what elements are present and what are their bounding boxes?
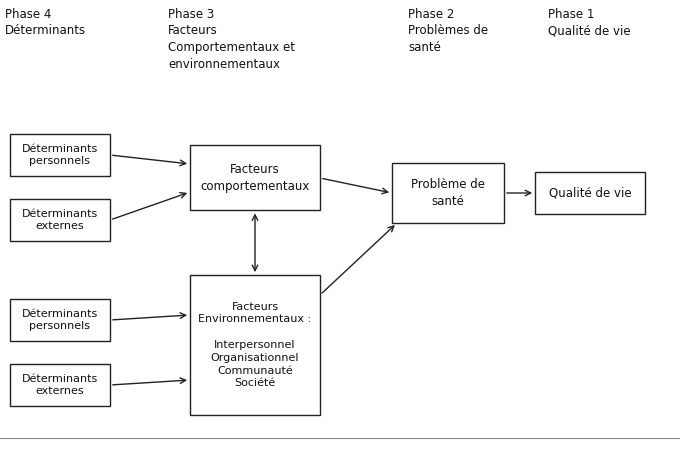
Text: Facteurs
Environnementaux :

Interpersonnel
Organisationnel
Communauté
Société: Facteurs Environnementaux : Interpersonn… (199, 302, 311, 388)
Text: Déterminants
externes: Déterminants externes (22, 209, 98, 231)
Text: Phase 2
Problèmes de
santé: Phase 2 Problèmes de santé (408, 8, 488, 54)
Text: Phase 3
Facteurs
Comportementaux et
environnementaux: Phase 3 Facteurs Comportementaux et envi… (168, 8, 295, 70)
FancyBboxPatch shape (190, 275, 320, 415)
Text: Déterminants
externes: Déterminants externes (22, 374, 98, 396)
Text: Déterminants
personnels: Déterminants personnels (22, 144, 98, 166)
FancyBboxPatch shape (190, 145, 320, 211)
FancyBboxPatch shape (392, 163, 504, 223)
Text: Qualité de vie: Qualité de vie (549, 187, 631, 199)
FancyBboxPatch shape (535, 172, 645, 214)
Text: Déterminants
personnels: Déterminants personnels (22, 309, 98, 332)
FancyBboxPatch shape (10, 364, 110, 406)
Text: Phase 4
Déterminants: Phase 4 Déterminants (5, 8, 86, 38)
Text: Phase 1
Qualité de vie: Phase 1 Qualité de vie (548, 8, 630, 38)
FancyBboxPatch shape (10, 134, 110, 176)
FancyBboxPatch shape (10, 199, 110, 241)
Text: Problème de
santé: Problème de santé (411, 178, 485, 208)
Text: Facteurs
comportementaux: Facteurs comportementaux (201, 163, 309, 193)
FancyBboxPatch shape (10, 299, 110, 341)
